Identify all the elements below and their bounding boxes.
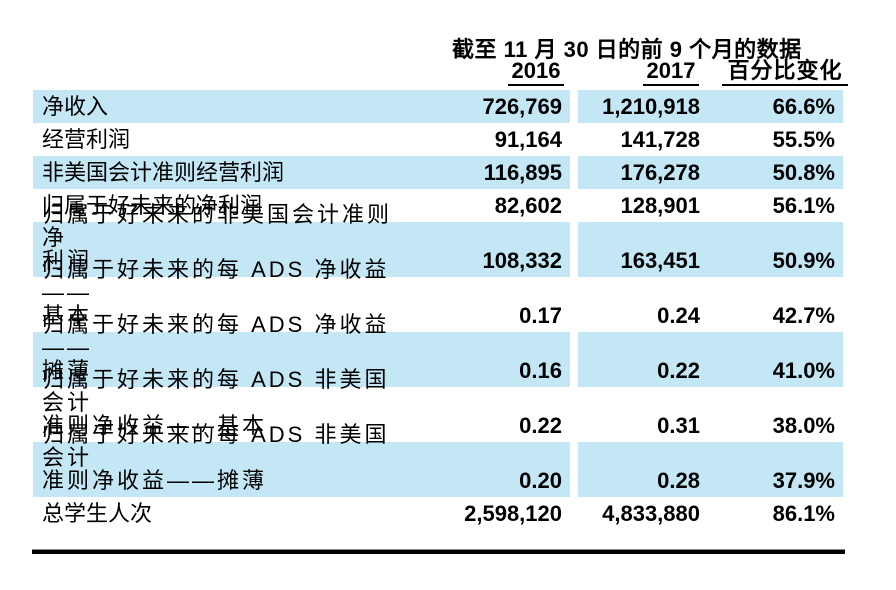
value-2017: 0.28 xyxy=(657,468,700,493)
value-percent-change: 42.7% xyxy=(772,303,835,328)
bottom-rule xyxy=(32,549,845,554)
value-2016: 116,895 xyxy=(483,160,562,185)
row-left-cell: 归属于好未来的净利润 82,602 xyxy=(33,189,570,222)
row-left-cell: 归属于好未来的每 ADS 净收益—— 摊薄 0.16 xyxy=(33,313,570,387)
table-row: 归属于好未来的每 ADS 净收益—— 摊薄 0.16 0.22 41.0% xyxy=(33,313,843,387)
value-2016: 726,769 xyxy=(482,94,562,119)
table-row: 归属于好未来的非美国会计准则净 利润 108,332 163,451 50.9% xyxy=(33,203,843,277)
row-left-cell: 归属于好未来的非美国会计准则净 利润 108,332 xyxy=(33,203,570,277)
value-2017: 4,833,880 xyxy=(602,501,700,526)
row-left-cell: 总学生人次 2,598,120 xyxy=(33,497,570,530)
row-label: 总学生人次 xyxy=(42,501,153,526)
table-caption: 截至 11 月 30 日的前 9 个月的数据 xyxy=(452,37,802,62)
column-gutter xyxy=(570,189,578,222)
row-label: 归属于好未来的每 ADS 净收益—— 基本 xyxy=(42,257,390,328)
value-2016: 91,164 xyxy=(494,127,562,152)
value-2016: 2,598,120 xyxy=(464,501,562,526)
value-2016: 0.16 xyxy=(519,358,562,383)
row-label: 归属于好未来的每 ADS 净收益—— 摊薄 xyxy=(42,312,390,383)
table-row: 净收入 726,769 1,210,918 66.6% xyxy=(33,90,843,123)
row-label: 经营利润 xyxy=(42,127,131,152)
column-header-2017: 2017 xyxy=(643,58,699,86)
table-row: 经营利润 91,164 141,728 55.5% xyxy=(33,123,843,156)
value-2016: 108,332 xyxy=(482,248,562,273)
table-row: 总学生人次 2,598,120 4,833,880 86.1% xyxy=(33,497,843,530)
row-left-cell: 非美国会计准则经营利润 116,895 xyxy=(33,156,570,189)
value-2017: 1,210,918 xyxy=(602,94,700,119)
row-label: 归属于好未来的非美国会计准则净 利润 xyxy=(42,202,393,273)
row-right-cell: 141,728 55.5% xyxy=(578,123,843,156)
value-2017: 0.24 xyxy=(657,303,700,328)
column-gutter xyxy=(570,123,578,156)
row-right-cell: 163,451 50.9% xyxy=(578,222,843,277)
value-percent-change: 38.0% xyxy=(772,413,835,438)
row-left-cell: 经营利润 91,164 xyxy=(33,123,570,156)
column-header-row: 2016 2017 百分比变化 xyxy=(0,58,896,88)
row-right-cell: 4,833,880 86.1% xyxy=(578,497,843,530)
value-percent-change: 37.9% xyxy=(772,468,835,493)
column-gutter xyxy=(570,332,578,387)
row-right-cell: 1,210,918 66.6% xyxy=(578,90,843,123)
row-label: 非美国会计准则经营利润 xyxy=(42,160,285,185)
column-gutter xyxy=(570,156,578,189)
column-gutter xyxy=(570,277,578,332)
value-2017: 0.31 xyxy=(657,413,700,438)
row-label: 归属于好未来的净利润 xyxy=(42,193,263,218)
column-header-2016: 2016 xyxy=(508,58,564,86)
row-label: 归属于好未来的每 ADS 非美国会计 准则净收益——基本 xyxy=(42,367,390,438)
column-header-percent-change: 百分比变化 xyxy=(722,58,848,86)
row-right-cell: 0.31 38.0% xyxy=(578,387,843,442)
column-gutter xyxy=(570,497,578,530)
row-right-cell: 128,901 56.1% xyxy=(578,189,843,222)
value-percent-change: 50.9% xyxy=(772,248,835,273)
table-row: 归属于好未来的每 ADS 净收益—— 基本 0.17 0.24 42.7% xyxy=(33,258,843,332)
row-right-cell: 0.24 42.7% xyxy=(578,277,843,332)
value-2017: 163,451 xyxy=(620,248,700,273)
value-2017: 0.22 xyxy=(657,358,700,383)
row-left-cell: 归属于好未来的每 ADS 非美国会计 准则净收益——摊薄 0.20 xyxy=(33,423,570,497)
value-2016: 0.22 xyxy=(519,413,562,438)
table-row: 归属于好未来的每 ADS 非美国会计 准则净收益——摊薄 0.20 0.28 3… xyxy=(33,423,843,497)
column-gutter xyxy=(570,442,578,497)
value-percent-change: 55.5% xyxy=(772,127,835,152)
row-left-cell: 归属于好未来的每 ADS 非美国会计 准则净收益——基本 0.22 xyxy=(33,368,570,442)
value-2017: 128,901 xyxy=(620,193,700,218)
value-percent-change: 66.6% xyxy=(772,94,835,119)
table-row: 非美国会计准则经营利润 116,895 176,278 50.8% xyxy=(33,156,843,189)
value-percent-change: 56.1% xyxy=(772,193,835,218)
row-label: 归属于好未来的每 ADS 非美国会计 准则净收益——摊薄 xyxy=(42,422,390,493)
column-gutter xyxy=(570,387,578,442)
row-right-cell: 0.28 37.9% xyxy=(578,442,843,497)
value-2017: 176,278 xyxy=(620,160,700,185)
column-gutter xyxy=(570,222,578,277)
value-2016: 0.20 xyxy=(519,468,562,493)
value-percent-change: 41.0% xyxy=(772,358,835,383)
row-left-cell: 净收入 726,769 xyxy=(33,90,570,123)
value-2016: 0.17 xyxy=(519,303,562,328)
table-row: 归属于好未来的每 ADS 非美国会计 准则净收益——基本 0.22 0.31 3… xyxy=(33,368,843,442)
value-2017: 141,728 xyxy=(620,127,700,152)
value-percent-change: 86.1% xyxy=(772,501,835,526)
financial-table: 净收入 726,769 1,210,918 66.6% 经营利润 91,164 … xyxy=(33,90,843,530)
row-right-cell: 0.22 41.0% xyxy=(578,332,843,387)
row-left-cell: 归属于好未来的每 ADS 净收益—— 基本 0.17 xyxy=(33,258,570,332)
row-right-cell: 176,278 50.8% xyxy=(578,156,843,189)
table-row: 归属于好未来的净利润 82,602 128,901 56.1% xyxy=(33,189,843,222)
value-percent-change: 50.8% xyxy=(772,160,835,185)
value-2016: 82,602 xyxy=(494,193,562,218)
column-gutter xyxy=(570,90,578,123)
row-label: 净收入 xyxy=(42,94,109,119)
